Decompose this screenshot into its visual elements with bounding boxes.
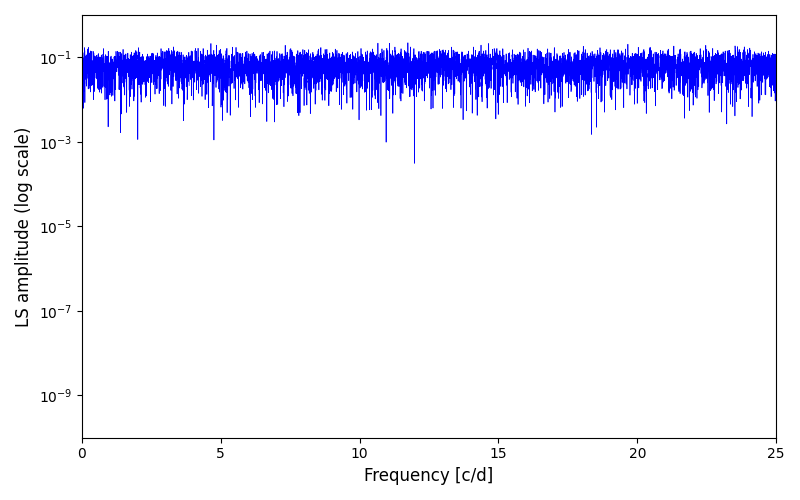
X-axis label: Frequency [c/d]: Frequency [c/d] <box>364 467 494 485</box>
Y-axis label: LS amplitude (log scale): LS amplitude (log scale) <box>15 126 33 326</box>
